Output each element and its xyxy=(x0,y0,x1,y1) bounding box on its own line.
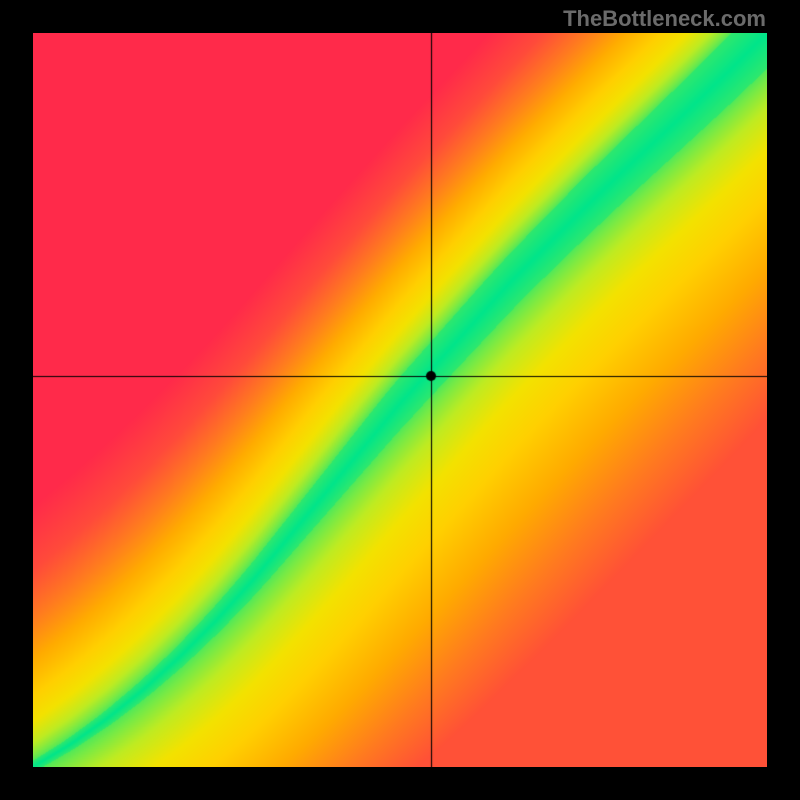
watermark-text: TheBottleneck.com xyxy=(563,6,766,32)
heatmap-plot xyxy=(33,33,767,767)
chart-container: TheBottleneck.com xyxy=(0,0,800,800)
